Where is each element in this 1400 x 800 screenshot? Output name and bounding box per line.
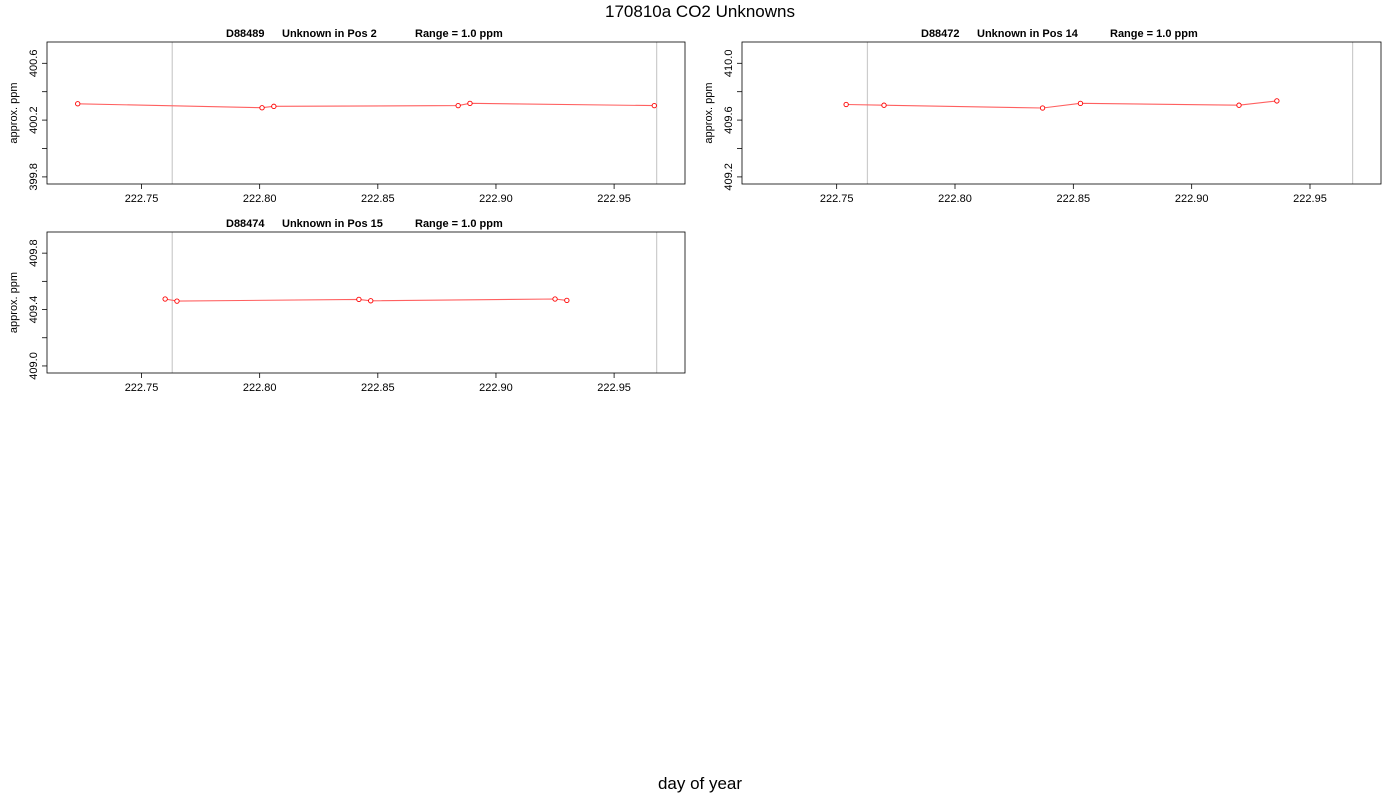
panel-3: 222.75 222.80 222.85 222.90 222.95 409.0 409.4… (8, 218, 686, 394)
x-tick-label: 222.90 (1175, 193, 1209, 205)
x-tick-label: 222.95 (597, 382, 631, 394)
panel-1: 222.75 222.80 222.85 222.90 222.95 399.8 400.2… (8, 28, 686, 205)
data-point (356, 296, 362, 303)
x-tick-label: 222.75 (820, 193, 854, 205)
x-tick-label: 222.80 (938, 193, 972, 205)
y-tick-label: 399.8 (28, 163, 40, 191)
y-axis-label: approx. ppm (8, 272, 20, 333)
data-point (1077, 100, 1084, 106)
data-point (552, 296, 558, 302)
data-point (564, 297, 570, 304)
x-axis-label: day of year (657, 774, 743, 793)
series-line (77, 102, 655, 109)
y-tick-label: 409.0 (28, 352, 40, 380)
x-tick-label: 222.85 (1057, 193, 1091, 205)
panel-2: 222.75 222.80 222.85 222.90 222.95 409.2 409.6… (703, 28, 1382, 205)
data-point (75, 101, 81, 107)
y-tick-label: 400.6 (28, 50, 40, 78)
x-tick-label: 222.75 (125, 193, 159, 205)
panel-title-id: D88474 (226, 218, 265, 230)
x-tick-label: 222.95 (597, 193, 631, 205)
data-point (162, 296, 168, 302)
panel-title-range: Range = 1.0 ppm (415, 28, 503, 40)
data-point (1236, 102, 1242, 108)
panel-title-position: Unknown in Pos 15 (282, 218, 383, 230)
y-tick-label: 409.6 (723, 106, 735, 134)
y-tick-label: 409.4 (28, 296, 40, 324)
data-point (1274, 98, 1280, 104)
data-point (368, 298, 374, 304)
y-axis-label: approx. ppm (8, 82, 20, 143)
x-tick-label: 222.80 (243, 382, 277, 394)
panel-title-id: D88472 (921, 28, 960, 40)
panel-title-id: D88489 (226, 28, 265, 40)
panel-title-position: Unknown in Pos 14 (977, 28, 1079, 40)
panel-title-position: Unknown in Pos 2 (282, 28, 377, 40)
plot-frame (741, 41, 1382, 185)
x-tick-label: 222.90 (479, 193, 513, 205)
panel-title-range: Range = 1.0 ppm (415, 218, 503, 230)
x-tick-label: 222.80 (243, 193, 277, 205)
x-tick-label: 222.95 (1293, 193, 1327, 205)
data-point (843, 101, 849, 108)
main-title: 170810a CO2 Unknowns (605, 2, 795, 21)
x-tick-label: 222.75 (125, 382, 159, 394)
data-point (259, 105, 265, 111)
x-tick-label: 222.85 (361, 193, 395, 205)
x-tick-label: 222.85 (361, 382, 395, 394)
panel-title-range: Range = 1.0 ppm (1110, 28, 1198, 40)
y-axis-label: approx. ppm (703, 82, 715, 143)
y-tick-label: 410.0 (723, 50, 735, 78)
data-point (455, 102, 461, 109)
y-tick-label: 400.2 (28, 106, 40, 134)
plot-frame (46, 41, 686, 185)
x-tick-label: 222.90 (479, 382, 513, 394)
data-point (467, 100, 473, 106)
y-tick-label: 409.8 (28, 239, 40, 267)
data-point (271, 103, 277, 109)
data-point (174, 298, 180, 304)
data-point (881, 102, 887, 108)
series-line (846, 100, 1277, 109)
data-point (1039, 105, 1046, 111)
y-tick-label: 409.2 (723, 163, 735, 191)
data-point (651, 102, 657, 109)
plot-frame (46, 231, 686, 374)
series-line (165, 298, 567, 302)
